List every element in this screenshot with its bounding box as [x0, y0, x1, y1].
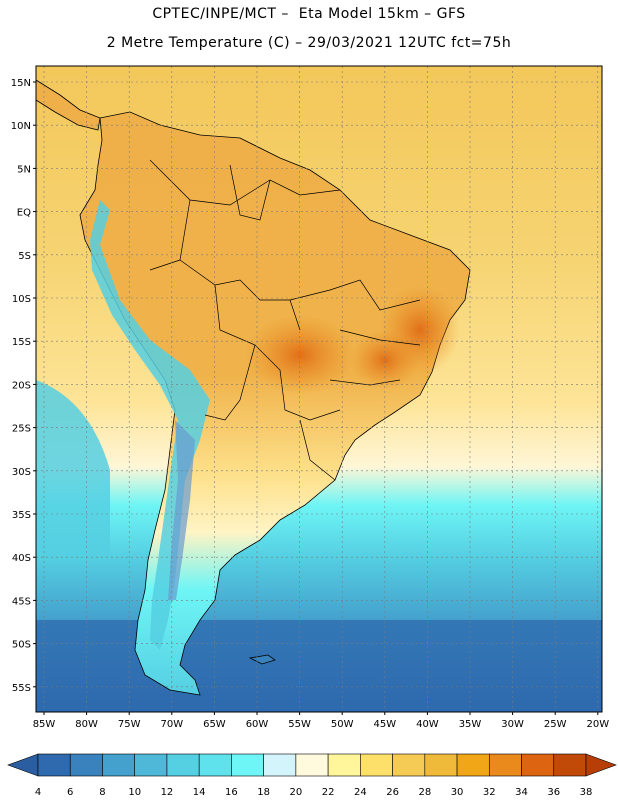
latitude-labels: 15N 10N 5N EQ 5S 10S 15S 20S 25S 30S 35S 40S 45S 50S 5… [11, 78, 36, 694]
colorbar-swatch [521, 753, 555, 777]
lat-tick-label: 25S [12, 424, 31, 435]
cold-ocean-band [36, 620, 602, 712]
andes-cold-ridge [90, 200, 210, 650]
colorbar-label: 34 [515, 787, 528, 798]
colorbar-swatch [424, 753, 458, 777]
colorbar-label: 38 [580, 787, 593, 798]
lat-tick-label: 55S [12, 683, 31, 694]
gridlines [36, 66, 602, 712]
lat-tick-label: 5S [18, 251, 31, 262]
colorbar-label: 10 [128, 787, 141, 798]
lat-tick-label: 10N [11, 121, 31, 132]
lon-tick-label: 20W [586, 719, 609, 730]
andes-snow-core [168, 420, 195, 600]
colorbar-label: 32 [483, 787, 496, 798]
central-america-land [36, 79, 101, 131]
lon-tick-label: 30W [501, 719, 524, 730]
colorbar-label: 12 [161, 787, 174, 798]
lat-tick-label: EQ [17, 208, 31, 219]
lon-tick-label: 85W [33, 719, 56, 730]
lat-tick-label: 35S [12, 510, 31, 521]
colorbar-swatch [69, 753, 103, 777]
colorbar-swatch [327, 753, 361, 777]
country-borders [149, 159, 421, 481]
colorbar-label: 20 [290, 787, 303, 798]
colorbar-swatch [37, 753, 71, 777]
colorbar-label: 18 [257, 787, 270, 798]
colorbar-label: 16 [225, 787, 238, 798]
title-line-1: CPTEC/INPE/MCT – Eta Model 15km – GFS [152, 6, 466, 22]
lat-tick-label: 15S [12, 337, 31, 348]
colorbar-swatch [102, 753, 136, 777]
lat-tick-label: 40S [12, 553, 31, 564]
colorbar-swatch [295, 753, 329, 777]
colorbar: 4 6 8 10 12 14 16 18 20 22 24 26 28 30 32 34 36 38 [7, 753, 617, 798]
colorbar-label: 22 [322, 787, 335, 798]
lon-tick-label: 70W [160, 719, 183, 730]
falkland-islands [248, 654, 276, 665]
lat-tick-label: 30S [12, 467, 31, 478]
lon-tick-label: 35W [459, 719, 482, 730]
colorbar-label: 26 [386, 787, 399, 798]
hot-spot-central [245, 315, 355, 395]
lat-tick-label: 15N [11, 78, 31, 89]
pacific-cool-tongue [36, 380, 110, 560]
lon-tick-label: 65W [203, 719, 226, 730]
colorbar-swatch [263, 753, 297, 777]
colorbar-swatch [456, 753, 490, 777]
lon-tick-label: 25W [544, 719, 567, 730]
lon-tick-label: 45W [373, 719, 396, 730]
colorbar-swatch [360, 753, 393, 777]
lon-tick-label: 60W [246, 719, 269, 730]
lon-tick-label: 55W [288, 719, 311, 730]
lon-tick-label: 40W [416, 719, 439, 730]
colorbar-label: 36 [547, 787, 560, 798]
colorbar-label: 8 [99, 787, 105, 798]
colorbar-swatch [134, 753, 168, 777]
colorbar-label: 4 [35, 787, 41, 798]
colorbar-swatch [166, 753, 200, 777]
colorbar-label: 28 [418, 787, 431, 798]
colorbar-label: 30 [451, 787, 464, 798]
map-frame [35, 65, 603, 713]
lon-tick-label: 50W [331, 719, 354, 730]
colorbar-label: 24 [354, 787, 367, 798]
colorbar-label: 14 [193, 787, 206, 798]
colorbar-under-arrow [7, 753, 39, 777]
lat-tick-label: 45S [12, 596, 31, 607]
colorbar-swatch [198, 753, 232, 777]
colorbar-over-arrow [585, 753, 617, 777]
colorbar-label: 6 [67, 787, 73, 798]
lat-tick-label: 20S [12, 380, 31, 391]
lon-tick-label: 80W [75, 719, 98, 730]
lat-tick-label: 5N [17, 164, 31, 175]
hot-spot-bahia [350, 330, 420, 390]
longitude-labels: 85W 80W 75W 70W 65W 60W 55W 50W 45W 40W 35W 30W 25W 2… [33, 712, 609, 730]
colorbar-swatch [553, 753, 587, 777]
title-line-2: 2 Metre Temperature (C) – 29/03/2021 12U… [106, 35, 512, 51]
colorbar-swatch [392, 753, 426, 777]
lat-tick-label: 10S [12, 294, 31, 305]
colorbar-swatch [488, 753, 522, 777]
colorbar-swatch [231, 753, 264, 777]
lon-tick-label: 75W [118, 719, 141, 730]
lat-tick-label: 50S [12, 640, 31, 651]
